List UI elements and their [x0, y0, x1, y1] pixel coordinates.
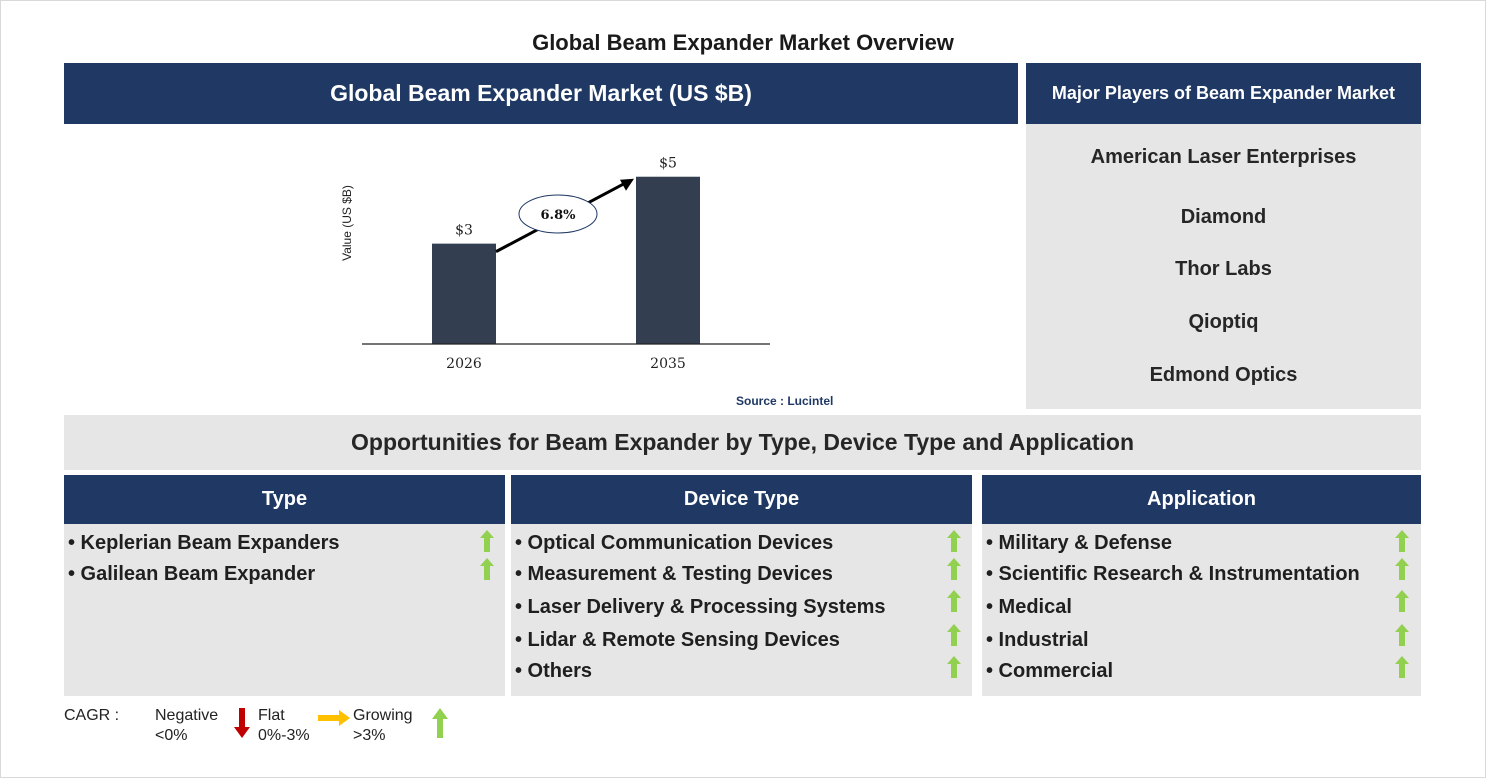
- list-item: • Medical: [986, 596, 1072, 618]
- list-item: • Galilean Beam Expander: [68, 563, 316, 585]
- growing-arrow-icon: [947, 656, 961, 678]
- legend-growing-range: >3%: [353, 727, 386, 744]
- cagr-ellipse: [518, 194, 598, 234]
- list-item: • Optical Communication Devices: [515, 532, 834, 554]
- column-body-type: • Keplerian Beam Expanders • Galilean Be…: [64, 524, 505, 696]
- list-item: • Others: [515, 660, 593, 682]
- column-header-application: Application: [982, 475, 1421, 524]
- legend-flat-range: 0%-3%: [258, 727, 310, 744]
- column-header-type: Type: [64, 475, 505, 524]
- growing-arrow-icon: [1395, 530, 1409, 552]
- opportunities-header: Opportunities for Beam Expander by Type,…: [64, 415, 1421, 470]
- player-thor-labs: Thor Labs: [1175, 258, 1272, 280]
- list-item: • Lidar & Remote Sensing Devices: [515, 629, 840, 651]
- player-american-laser-enterprises: American Laser Enterprises: [1090, 146, 1357, 168]
- source-note: Source : Lucintel: [736, 394, 834, 408]
- column-header-device-type: Device Type: [511, 475, 972, 524]
- list-item: • Scientific Research & Instrumentation: [986, 563, 1360, 585]
- growing-arrow-icon: [1395, 624, 1409, 646]
- value-label-2035: $5: [659, 156, 677, 172]
- y-axis-label: Value (US $B): [340, 185, 354, 261]
- x-tick-label-2035: 2035: [650, 356, 686, 372]
- growing-arrow-icon: [432, 708, 448, 738]
- list-item: • Measurement & Testing Devices: [515, 563, 833, 585]
- player-diamond: Diamond: [1180, 206, 1267, 228]
- growing-arrow-icon: [947, 558, 961, 580]
- players-header: Major Players of Beam Expander Market: [1026, 63, 1421, 124]
- column-body-device-type: • Optical Communication Devices • Measur…: [511, 524, 972, 696]
- market-bar-chart: Value (US $B) $3 2026 $5 2035 6.8%: [340, 156, 770, 372]
- legend-growing-label: Growing: [353, 707, 413, 724]
- negative-arrow-icon: [234, 708, 250, 738]
- cagr-label: 6.8%: [541, 208, 577, 223]
- x-tick-label-2026: 2026: [446, 356, 482, 372]
- list-item: • Military & Defense: [986, 532, 1172, 554]
- list-item: • Industrial: [986, 629, 1089, 651]
- list-item: • Laser Delivery & Processing Systems: [515, 596, 886, 618]
- flat-arrow-icon: [318, 710, 350, 726]
- list-item: • Commercial: [986, 660, 1114, 682]
- chart-header: Global Beam Expander Market (US $B): [64, 63, 1018, 124]
- legend-negative-label: Negative: [155, 707, 219, 724]
- growing-arrow-icon: [1395, 590, 1409, 612]
- bar-2026: [432, 243, 496, 344]
- legend-negative: Negative <0%: [155, 706, 218, 746]
- growing-arrow-icon: [480, 558, 494, 580]
- legend-cagr-label: CAGR :: [64, 707, 120, 724]
- bar-2035: [636, 176, 700, 344]
- player-qioptiq: Qioptiq: [1188, 311, 1259, 333]
- column-body-application: • Military & Defense • Scientific Resear…: [982, 524, 1421, 696]
- legend-negative-range: <0%: [155, 727, 188, 744]
- growing-arrow-icon: [1395, 656, 1409, 678]
- page-title: Global Beam Expander Market Overview: [532, 30, 954, 55]
- growing-arrow-icon: [1395, 558, 1409, 580]
- growing-arrow-icon: [947, 590, 961, 612]
- legend-flat: Flat 0%-3%: [258, 706, 310, 746]
- cagr-arrow-head: [620, 178, 634, 191]
- value-label-2026: $3: [455, 223, 473, 239]
- legend-growing: Growing >3%: [353, 706, 413, 746]
- player-edmond-optics: Edmond Optics: [1149, 364, 1298, 386]
- legend-flat-label: Flat: [258, 707, 285, 724]
- growing-arrow-icon: [947, 624, 961, 646]
- growing-arrow-icon: [947, 530, 961, 552]
- growing-arrow-icon: [480, 530, 494, 552]
- players-list: American Laser Enterprises Diamond Thor …: [1026, 124, 1421, 409]
- list-item: • Keplerian Beam Expanders: [68, 532, 340, 554]
